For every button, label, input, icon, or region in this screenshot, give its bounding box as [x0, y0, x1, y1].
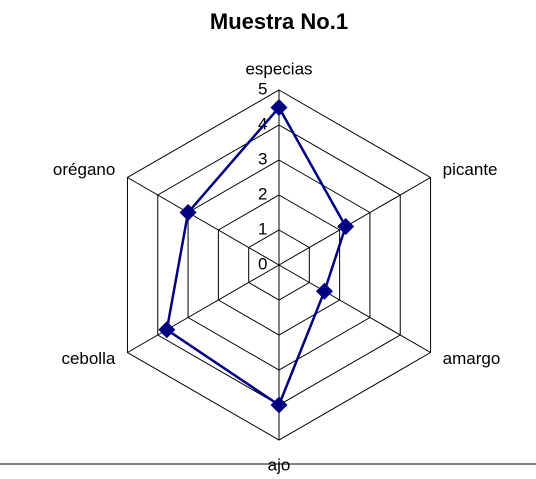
- tick-label: 4: [258, 114, 267, 133]
- category-label: orégano: [53, 160, 115, 179]
- tick-label: 1: [258, 219, 267, 238]
- axis-spoke: [127, 264, 280, 353]
- category-label: ajo: [268, 455, 291, 474]
- category-label: cebolla: [61, 349, 115, 368]
- category-label: picante: [443, 160, 498, 179]
- tick-label: 3: [258, 149, 267, 168]
- data-point: [270, 396, 288, 414]
- data-point: [158, 321, 176, 339]
- series-line: [165, 105, 348, 407]
- data-point: [179, 204, 197, 221]
- axis-spoke: [278, 177, 431, 266]
- data-point: [337, 218, 355, 235]
- data-point: [315, 282, 333, 300]
- data-point: [270, 99, 288, 116]
- category-label: especias: [245, 59, 312, 78]
- chart-title: Muestra No.1: [210, 9, 348, 34]
- tick-label: 5: [258, 79, 267, 98]
- tick-label: 0: [258, 254, 267, 273]
- category-label: amargo: [443, 349, 501, 368]
- axis-spoke: [127, 177, 280, 266]
- tick-label: 2: [258, 184, 267, 203]
- axis-spoke: [278, 264, 431, 353]
